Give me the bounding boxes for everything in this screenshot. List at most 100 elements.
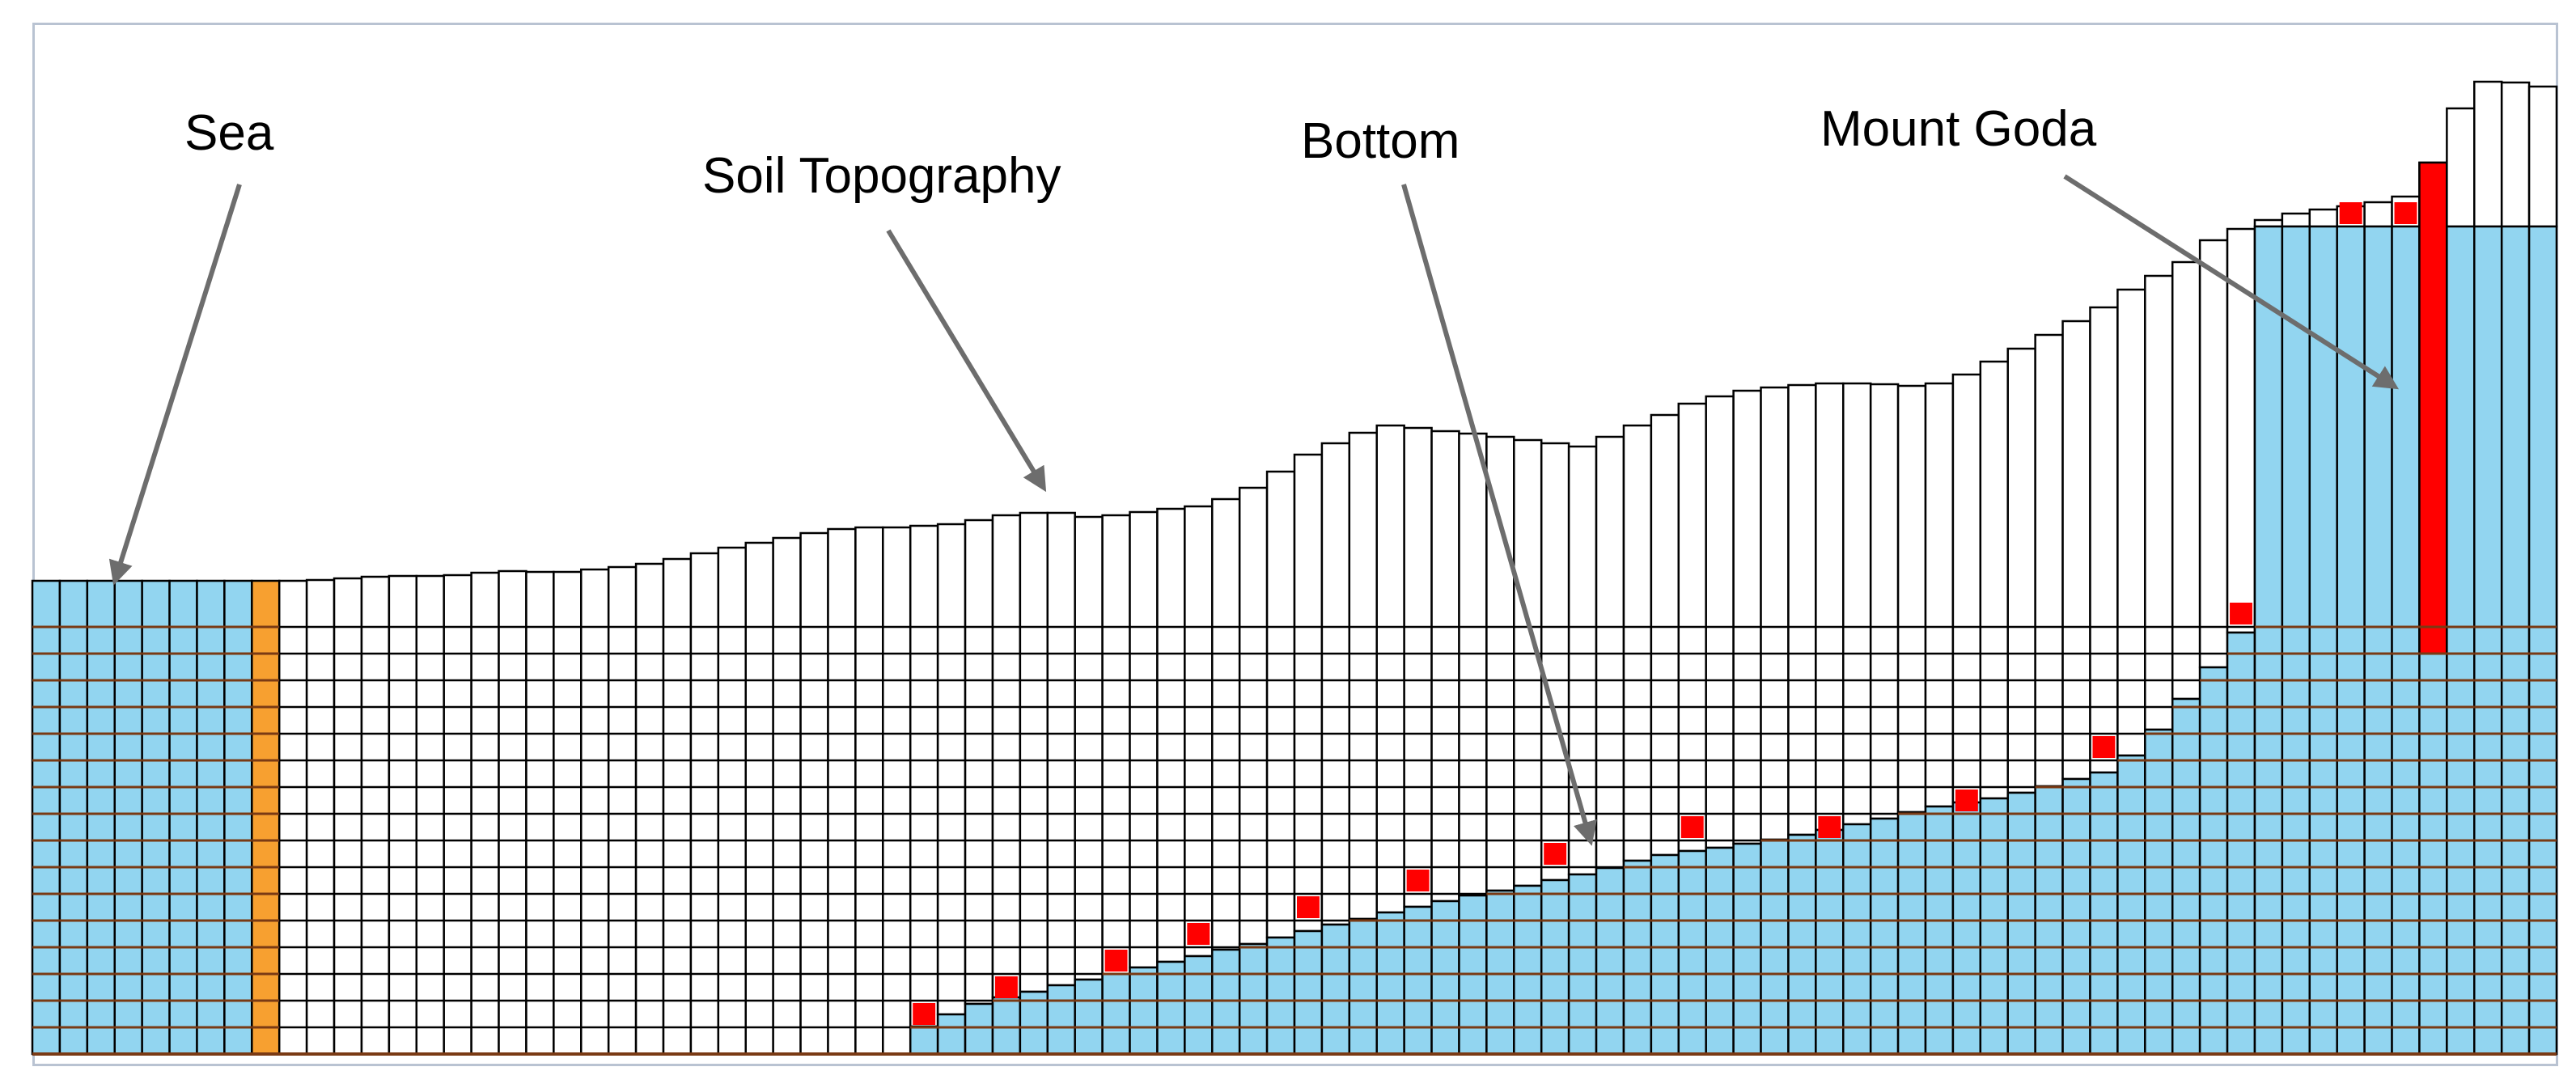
water-column (1622, 859, 1653, 1056)
water-column (909, 1025, 939, 1056)
mount-goda-arrow (2063, 174, 2400, 390)
soil-column (1951, 373, 1982, 804)
soil-column (1896, 384, 1927, 814)
soil-column (2527, 85, 2558, 228)
mount-goda-label: Mount Goda (1820, 101, 2097, 157)
water-column (1924, 805, 1955, 1056)
water-column (1815, 828, 1845, 1056)
soil-column (1869, 383, 1900, 820)
water-column (196, 579, 226, 1056)
water-column (2281, 225, 2311, 1056)
water-column (2089, 771, 2119, 1056)
water-column (2308, 225, 2338, 1056)
water-column (1375, 911, 1405, 1056)
soil-column (854, 526, 884, 1056)
water-column (1184, 955, 1214, 1056)
water-column (1293, 929, 1324, 1056)
water-column (1238, 942, 1269, 1056)
bottom-marker-cell (994, 976, 1018, 998)
soil-column (1513, 438, 1543, 887)
soil-column (1842, 382, 1872, 826)
soil-column (1760, 386, 1790, 841)
soil-column (607, 565, 638, 1056)
water-column (1046, 984, 1076, 1056)
water-column (31, 579, 61, 1056)
soil-column (799, 531, 829, 1056)
water-column (2473, 225, 2503, 1056)
bottom-marker-cell (1680, 816, 1704, 838)
water-column (936, 1013, 967, 1056)
soil-column (1787, 383, 1817, 836)
water-column (86, 579, 116, 1056)
soil-column (498, 569, 527, 1056)
water-column (1101, 972, 1131, 1056)
water-column (2144, 728, 2174, 1056)
water-column (2116, 754, 2146, 1056)
bottom-arrow (1401, 184, 1597, 846)
water-column (168, 579, 198, 1056)
soil-column (964, 519, 994, 1005)
soil-column (1485, 435, 1515, 892)
red-marker-column (2418, 161, 2448, 655)
soil-column (1129, 510, 1159, 969)
soil-column (1540, 442, 1570, 882)
bottom-marker-cell (2394, 202, 2417, 224)
bottom-marker-cell (1955, 790, 1978, 811)
water-column (113, 579, 143, 1056)
soil-column (2281, 212, 2311, 228)
soil-column (1348, 431, 1378, 921)
soil-column (1458, 432, 1488, 897)
soil-column (991, 514, 1022, 999)
soil-column (772, 536, 802, 1056)
soil-column (2144, 274, 2174, 731)
soil-column (744, 541, 774, 1056)
water-column (1677, 849, 1707, 1056)
soil-column (1184, 505, 1214, 958)
soil-column (1238, 486, 1269, 946)
soil-column (1567, 445, 1598, 876)
soil-column (2006, 347, 2036, 794)
water-column (1129, 966, 1159, 1056)
soil-column (1924, 382, 1955, 808)
soil-column (1979, 360, 2009, 800)
water-column (2253, 225, 2284, 1056)
soil-column (1815, 382, 1845, 832)
soil-column (1074, 515, 1104, 981)
soil-column (662, 557, 693, 1056)
soil-column (2446, 107, 2476, 228)
soil-column (580, 568, 610, 1056)
water-column (1842, 823, 1872, 1056)
soil-column (1430, 430, 1460, 903)
soil-column (936, 523, 967, 1016)
soil-column (2171, 260, 2201, 701)
sea-arrow (108, 184, 242, 586)
bottom-label: Bottom (1301, 113, 1460, 169)
soil-topography-label: Soil Topography (702, 148, 1061, 204)
water-column (1485, 889, 1515, 1056)
water-column (1896, 811, 1927, 1056)
water-column (2061, 777, 2091, 1056)
sea-label: Sea (184, 105, 274, 161)
water-column (2363, 225, 2393, 1056)
water-column (1951, 801, 1982, 1056)
soil-column (2308, 208, 2338, 228)
water-column (1650, 853, 1680, 1056)
soil-column (2473, 80, 2503, 228)
water-column (1348, 917, 1378, 1056)
soil-column (2061, 320, 2091, 781)
soil-column (1211, 497, 1241, 951)
water-column (1979, 797, 2009, 1056)
soil-column (1101, 514, 1131, 976)
soil-column (2116, 288, 2146, 757)
soil-column (1650, 413, 1680, 857)
soil-column (1293, 453, 1324, 933)
soil-columns (31, 80, 2558, 1056)
soil-column (827, 527, 857, 1056)
water-column (1403, 905, 1433, 1056)
soil-column (333, 577, 363, 1056)
bottom-marker-cell (1818, 816, 1841, 838)
soil-column (1595, 435, 1625, 870)
soil-column (1732, 389, 1762, 845)
water-column (1074, 978, 1104, 1056)
